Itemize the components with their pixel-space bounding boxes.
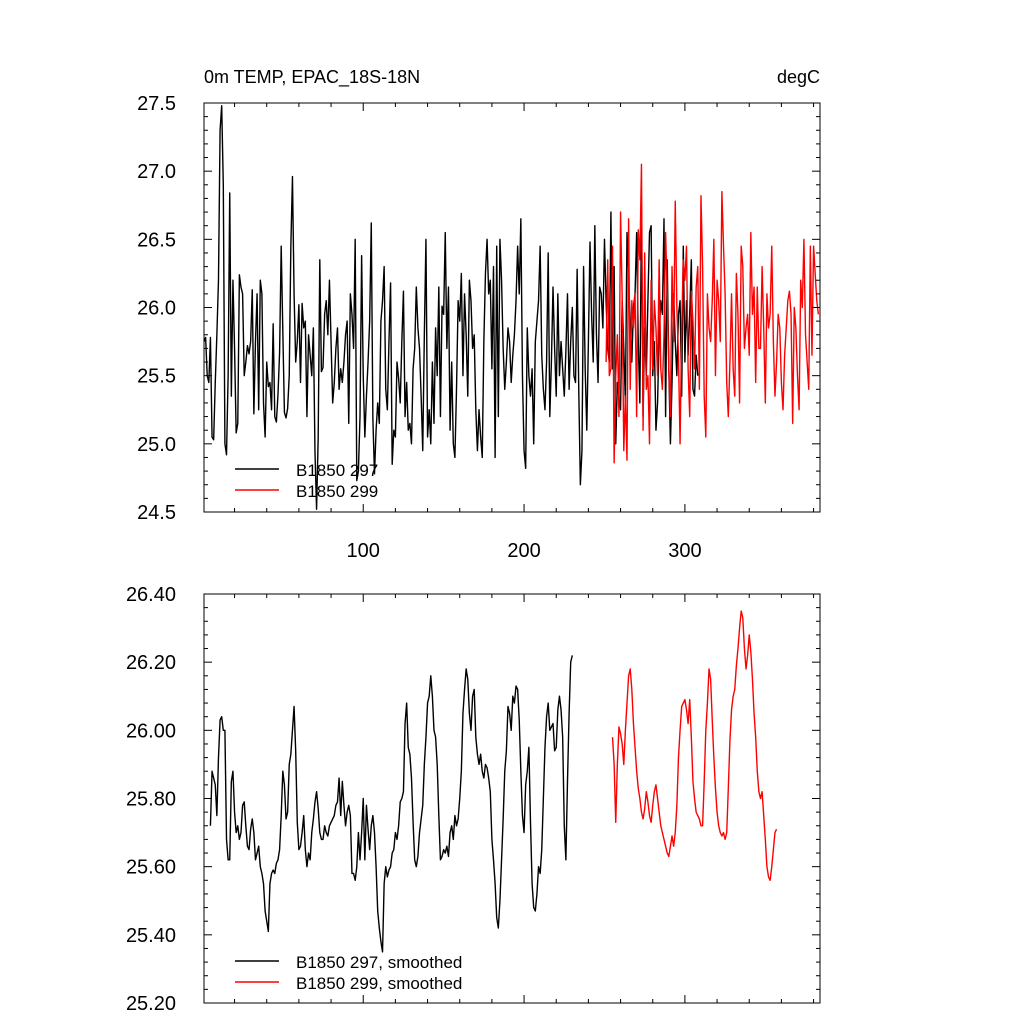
- y-tick-label: 26.40: [126, 584, 176, 606]
- y-tick-label: 27.0: [137, 161, 176, 183]
- y-tick-label: 25.5: [137, 366, 176, 388]
- x-tick-label: 300: [668, 540, 701, 562]
- legend-label-b1850-297: B1850 297: [296, 461, 378, 480]
- x-tick-label: 100: [347, 540, 380, 562]
- y-tick-label: 26.00: [126, 720, 176, 742]
- y-tick-label: 24.5: [137, 502, 176, 524]
- y-tick-label: 26.0: [137, 298, 176, 320]
- chart-title: 0m TEMP, EPAC_18S-18N: [204, 67, 420, 88]
- top-chart-panel: 0m TEMP, EPAC_18S-18N degC 24.525.025.52…: [137, 67, 821, 562]
- y-tick-label: 25.20: [126, 993, 176, 1015]
- bottom-series-group: [209, 610, 778, 953]
- bottom-chart-panel: 25.20 25.40 25.60 25.80 26.00 26.20 26.40 B185…: [126, 584, 821, 1015]
- series-line-b1850-297-smoothed: [209, 655, 573, 953]
- top-legend: B1850 297 B1850 299: [235, 461, 378, 501]
- top-plot-frame: [203, 102, 821, 513]
- units-label: degC: [777, 67, 820, 87]
- x-tick-label: 200: [507, 540, 540, 562]
- y-tick-label: 25.80: [126, 789, 176, 811]
- y-tick-label: 25.0: [137, 434, 176, 456]
- bottom-axis-ticks: 25.20 25.40 25.60 25.80 26.00 26.20 26.40: [126, 584, 820, 1015]
- y-tick-label: 26.5: [137, 229, 176, 251]
- series-line-b1850-299: [605, 163, 820, 464]
- top-axis-ticks: 24.5 25.0 25.5 26.0 26.5 27.0 27.5 100 200 300: [137, 93, 820, 562]
- top-series-group: [203, 105, 820, 510]
- y-tick-label: 25.60: [126, 857, 176, 879]
- y-tick-label: 25.40: [126, 925, 176, 947]
- legend-label-b1850-299: B1850 299: [296, 482, 378, 501]
- legend-label-b1850-297-smoothed: B1850 297, smoothed: [296, 953, 462, 972]
- legend-label-b1850-299-smoothed: B1850 299, smoothed: [296, 974, 462, 993]
- y-tick-label: 26.20: [126, 652, 176, 674]
- y-tick-label: 27.5: [137, 93, 176, 115]
- series-line-b1850-299-smoothed: [611, 610, 778, 881]
- bottom-legend: B1850 297, smoothed B1850 299, smoothed: [235, 953, 462, 993]
